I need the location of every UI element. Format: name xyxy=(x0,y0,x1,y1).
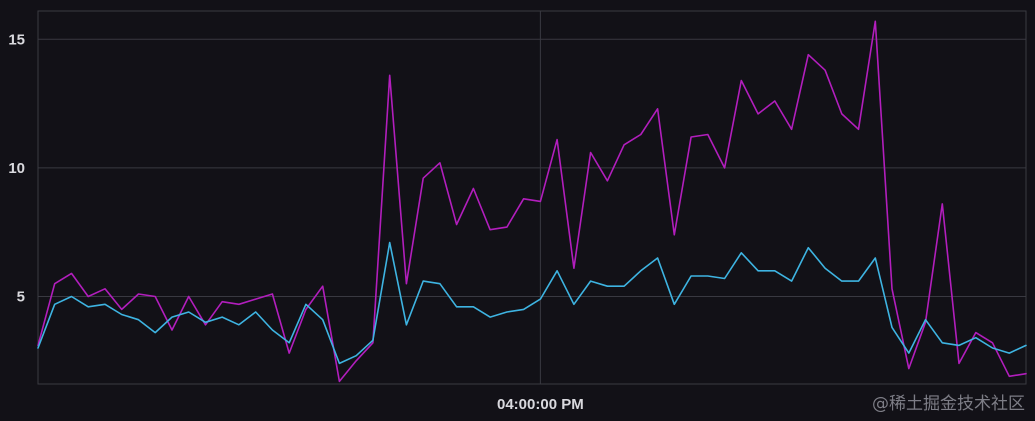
series-line-1 xyxy=(37,20,1027,383)
chart-series xyxy=(37,20,1027,383)
y-tick-label-5: 5 xyxy=(17,289,25,306)
x-tick-label-0: 04:00:00 PM xyxy=(497,396,584,413)
y-tick-label-15: 15 xyxy=(8,31,25,48)
series-line-2 xyxy=(37,241,1027,365)
chart-grid xyxy=(38,11,1026,384)
plot-area-frame xyxy=(37,10,1027,385)
chart-tick-labels: 5 10 15 04:00:00 PM xyxy=(8,31,583,413)
watermark: @稀土掘金技术社区 xyxy=(872,394,1025,414)
y-tick-label-10: 10 xyxy=(8,160,25,177)
